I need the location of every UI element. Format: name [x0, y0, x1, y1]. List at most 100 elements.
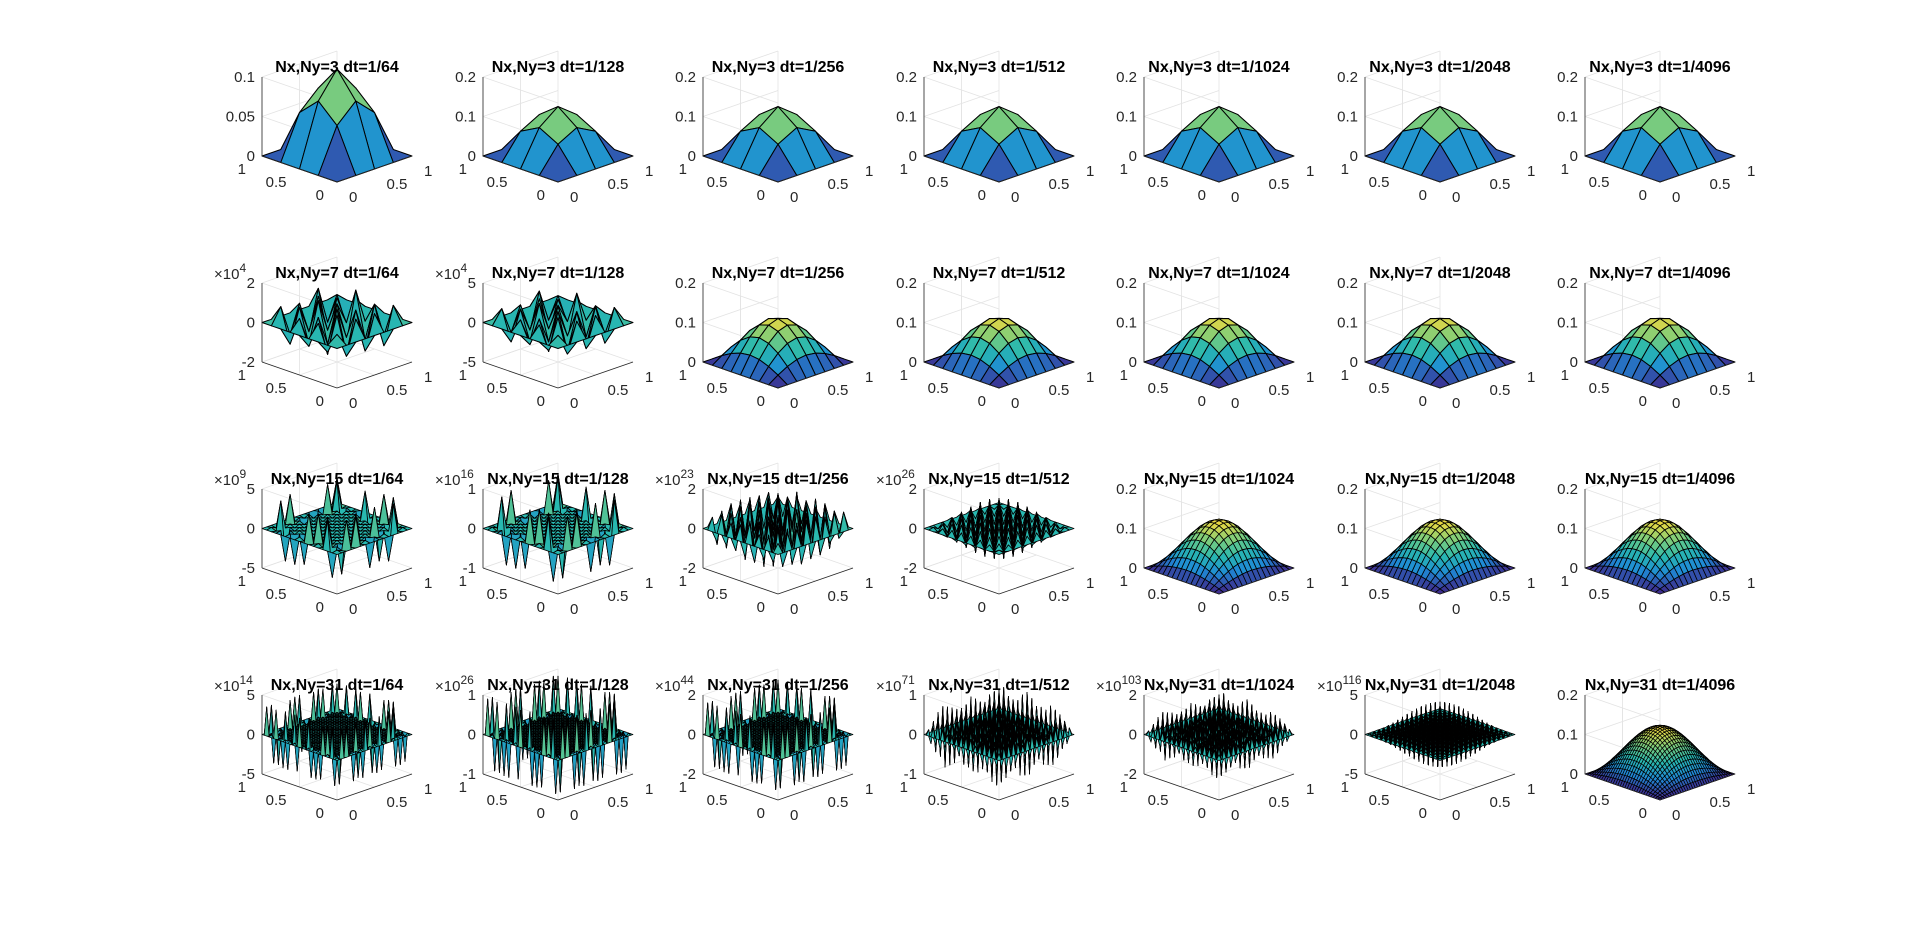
surface-mesh	[1143, 317, 1295, 389]
subplot-title: Nx,Ny=15 dt=1/1024	[1144, 471, 1294, 488]
z-tick-label: 0	[688, 521, 696, 538]
y-tick-label: 0.5	[707, 174, 728, 191]
wall-gridline	[482, 256, 559, 284]
x-tick-label: 0.5	[1269, 176, 1290, 193]
y-tick-label: 0.5	[1148, 174, 1169, 191]
z-tick-label: 0	[1129, 354, 1137, 371]
y-tick-label: 0.5	[266, 380, 287, 397]
surface-mesh	[1364, 317, 1516, 389]
x-tick-label: 1	[645, 369, 653, 386]
z-tick-label: 0	[1570, 560, 1578, 577]
surface-face	[374, 744, 380, 774]
axes	[702, 283, 854, 389]
axes	[482, 283, 634, 389]
floor-gridline	[299, 554, 375, 582]
subplot-title: Nx,Ny=3 dt=1/256	[712, 59, 845, 76]
y-tick-label: 0	[1639, 187, 1647, 204]
y-tick-label: 0	[1198, 187, 1206, 204]
y-tick-label: 0.5	[707, 380, 728, 397]
y-tick-label: 0.5	[1369, 174, 1390, 191]
y-tick-label: 0	[1198, 599, 1206, 616]
y-tick-label: 1	[1120, 367, 1128, 384]
x-tick-label: 0	[790, 395, 798, 412]
x-tick-label: 0.5	[828, 382, 849, 399]
surface-face	[381, 700, 387, 731]
surface-face	[599, 740, 606, 778]
y-tick-label: 0.5	[487, 586, 508, 603]
wall-gridline	[1584, 90, 1661, 117]
wall-gridline	[261, 256, 338, 284]
x-tick-label: 0.5	[387, 588, 408, 605]
axes	[482, 77, 634, 183]
x-tick-label: 1	[1747, 369, 1755, 386]
x-tick-label: 1	[865, 163, 873, 180]
y-tick-label: 0	[1419, 187, 1427, 204]
y-tick-label: 0.5	[1369, 380, 1390, 397]
y-axis-line	[261, 361, 338, 389]
subplot-title: Nx,Ny=7 dt=1/64	[275, 265, 399, 282]
x-tick-label: 0	[570, 189, 578, 206]
x-axis-line	[777, 361, 854, 389]
y-tick-label: 1	[459, 367, 467, 384]
x-tick-label: 0	[349, 189, 357, 206]
x-tick-label: 0	[1672, 395, 1680, 412]
surface-mesh	[1143, 106, 1295, 183]
wall-gridline	[482, 90, 559, 117]
y-tick-label: 0.5	[266, 174, 287, 191]
axes	[1143, 77, 1295, 183]
wall-gridline	[1364, 256, 1441, 284]
z-tick-label: 0	[909, 354, 917, 371]
wall-gridline	[702, 256, 779, 284]
surface-mesh	[1584, 317, 1736, 389]
z-tick-label: 0.1	[675, 109, 696, 126]
z-tick-label: -2	[242, 354, 255, 371]
z-tick-label: 0.2	[455, 69, 476, 86]
wall-gridline	[702, 50, 779, 78]
x-tick-label: 0	[1672, 601, 1680, 618]
y-tick-label: 0	[316, 805, 324, 822]
subplot-title: Nx,Ny=15 dt=1/2048	[1365, 471, 1515, 488]
x-axis-line	[1659, 361, 1736, 389]
surface-mesh	[1584, 106, 1736, 183]
z-tick-label: 0.1	[1557, 521, 1578, 538]
x-tick-label: 0	[1011, 395, 1019, 412]
subplot-title: Nx,Ny=7 dt=1/1024	[1148, 265, 1290, 282]
x-tick-label: 0.5	[387, 794, 408, 811]
z-tick-label: 0.2	[1337, 69, 1358, 86]
y-tick-label: 1	[1341, 573, 1349, 590]
x-tick-label: 0.5	[1049, 382, 1070, 399]
y-tick-label: 0	[978, 599, 986, 616]
z-tick-label: 2	[909, 481, 917, 498]
axes	[923, 77, 1075, 183]
x-tick-label: 0	[1231, 601, 1239, 618]
surface-face	[313, 750, 319, 780]
y-tick-label: 0	[757, 599, 765, 616]
wall-gridline	[923, 90, 1000, 117]
z-exponent-label: ×104	[214, 261, 246, 283]
wall-gridline	[1364, 76, 1441, 104]
z-tick-label: 0	[247, 727, 255, 744]
surface-mesh	[261, 477, 413, 578]
z-tick-label: 0.1	[1116, 521, 1137, 538]
y-tick-label: 0	[316, 393, 324, 410]
surface-face	[604, 533, 615, 566]
subplot-title: Nx,Ny=7 dt=1/128	[492, 265, 625, 282]
x-tick-label: 0	[1231, 395, 1239, 412]
x-tick-label: 1	[865, 575, 873, 592]
x-tick-label: 0	[1231, 189, 1239, 206]
z-tick-label: 0.2	[1337, 275, 1358, 292]
y-tick-label: 1	[1120, 573, 1128, 590]
x-tick-label: 0.5	[608, 176, 629, 193]
y-axis-line	[1143, 155, 1220, 183]
x-axis-line	[1659, 155, 1736, 183]
y-tick-label: 1	[459, 573, 467, 590]
x-tick-label: 1	[424, 163, 432, 180]
y-tick-label: 0.5	[928, 586, 949, 603]
y-tick-label: 1	[900, 573, 908, 590]
axes	[923, 283, 1075, 389]
